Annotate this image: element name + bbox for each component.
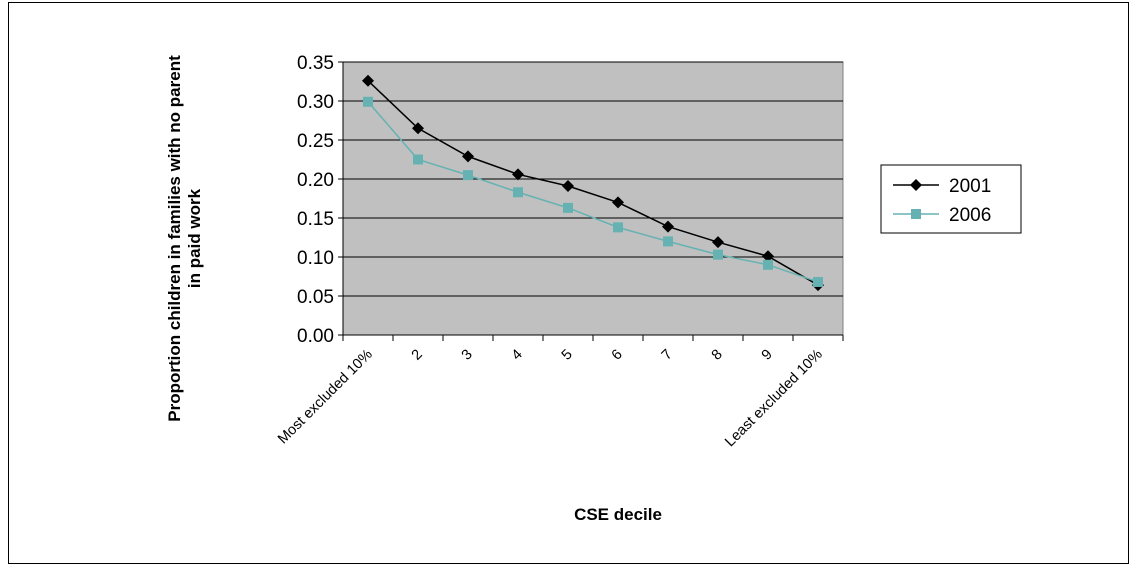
data-point xyxy=(813,276,823,287)
plot-area xyxy=(342,61,844,336)
series-line xyxy=(367,101,819,283)
x-tick-label: 9 xyxy=(759,347,776,364)
legend-box xyxy=(880,164,1022,234)
y-tick-label: 0.05 xyxy=(297,287,334,308)
data-point xyxy=(713,249,723,260)
series-2006 xyxy=(363,96,823,287)
data-point xyxy=(463,170,473,181)
y-tick-label: 0.30 xyxy=(297,92,334,113)
data-point xyxy=(512,168,524,181)
legend-item-2001: 2001 xyxy=(893,176,991,197)
y-axis-title-line-1: Proportion children in families with no … xyxy=(165,55,184,422)
data-point xyxy=(362,74,374,87)
data-point xyxy=(413,154,423,165)
data-point xyxy=(612,196,624,209)
x-tick-label: Least excluded 10% xyxy=(722,346,826,450)
axes xyxy=(338,61,844,341)
x-tick-label: 4 xyxy=(509,347,526,364)
legend-label: 2001 xyxy=(949,176,991,197)
legend-marker xyxy=(910,179,922,191)
y-tick-label: 0.10 xyxy=(297,248,334,269)
data-point xyxy=(763,259,773,270)
legend: 2001 2006 xyxy=(880,164,1022,234)
x-tick-label: 7 xyxy=(659,347,676,364)
series-line xyxy=(367,80,819,286)
y-tick-label: 0.00 xyxy=(297,326,334,347)
y-tick-label: 0.15 xyxy=(297,209,334,230)
x-tick-label: 8 xyxy=(709,347,726,364)
x-tick-label: 3 xyxy=(459,347,476,364)
data-point xyxy=(712,236,724,249)
data-point xyxy=(762,250,774,263)
data-point xyxy=(662,220,674,233)
y-tick-label: 0.35 xyxy=(297,53,334,74)
data-point xyxy=(562,180,574,193)
x-tick-label: Most excluded 10% xyxy=(275,346,376,447)
x-tick-label: 6 xyxy=(609,347,626,364)
x-axis-title: CSE decile xyxy=(574,505,662,524)
data-point xyxy=(513,187,523,198)
data-point xyxy=(663,236,673,247)
data-point xyxy=(412,122,424,135)
legend-label: 2006 xyxy=(949,205,991,226)
y-tick-label: 0.20 xyxy=(297,170,334,191)
series-group xyxy=(362,74,824,292)
y-tick-labels: 0.00 0.05 0.10 0.15 0.20 0.25 0.30 0.35 xyxy=(297,53,334,347)
x-tick-label: 5 xyxy=(559,347,576,364)
legend-item-2006: 2006 xyxy=(893,205,991,226)
data-point xyxy=(363,96,373,107)
y-axis-title-line-2: in paid work xyxy=(185,188,204,288)
gridlines xyxy=(343,61,843,297)
x-tick-label: 2 xyxy=(409,347,426,364)
data-point xyxy=(462,150,474,163)
series-2001 xyxy=(362,74,824,292)
legend-marker xyxy=(911,209,921,219)
data-point xyxy=(563,202,573,213)
data-point xyxy=(613,222,623,233)
y-tick-label: 0.25 xyxy=(297,131,334,152)
